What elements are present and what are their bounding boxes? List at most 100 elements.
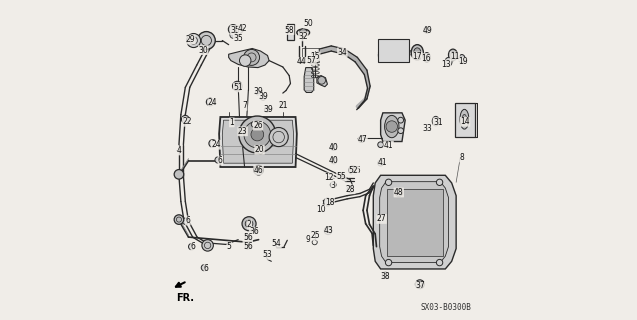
Circle shape [245, 244, 250, 249]
Text: 12: 12 [324, 173, 333, 182]
Circle shape [382, 272, 389, 278]
Circle shape [347, 186, 354, 193]
Circle shape [331, 157, 337, 164]
Circle shape [386, 121, 397, 132]
Circle shape [242, 217, 256, 231]
Ellipse shape [385, 116, 399, 138]
Polygon shape [373, 175, 456, 269]
Ellipse shape [297, 29, 310, 36]
Text: 55: 55 [336, 172, 347, 181]
Circle shape [261, 95, 266, 100]
Text: 37: 37 [415, 281, 425, 290]
Text: 53: 53 [262, 251, 273, 260]
Text: 26: 26 [253, 121, 263, 130]
Circle shape [299, 29, 307, 36]
Text: 22: 22 [182, 117, 192, 126]
Text: 58: 58 [284, 26, 294, 35]
Ellipse shape [414, 48, 421, 57]
Text: 7: 7 [242, 101, 247, 110]
Text: 50: 50 [303, 19, 313, 28]
Circle shape [245, 220, 253, 228]
Circle shape [257, 148, 263, 154]
Circle shape [252, 228, 257, 233]
Text: 17: 17 [412, 52, 422, 61]
Text: 35: 35 [230, 26, 240, 35]
Circle shape [254, 165, 263, 175]
Text: 25: 25 [310, 231, 320, 240]
Ellipse shape [433, 116, 440, 126]
Circle shape [255, 90, 261, 95]
Text: 6: 6 [204, 264, 209, 273]
Text: 28: 28 [346, 185, 355, 194]
Text: 5: 5 [227, 242, 232, 251]
Polygon shape [219, 117, 297, 167]
Polygon shape [222, 120, 294, 163]
Circle shape [415, 280, 424, 289]
Text: 52: 52 [348, 166, 359, 175]
Ellipse shape [462, 115, 467, 124]
Circle shape [202, 240, 213, 251]
Circle shape [331, 144, 337, 150]
Circle shape [197, 32, 215, 50]
Circle shape [243, 50, 259, 65]
Polygon shape [381, 113, 405, 141]
Circle shape [182, 116, 189, 123]
Text: 27: 27 [376, 214, 387, 223]
Circle shape [378, 142, 383, 148]
Ellipse shape [450, 52, 455, 58]
Circle shape [398, 117, 404, 123]
Text: 40: 40 [329, 156, 339, 165]
Text: 47: 47 [357, 135, 368, 144]
Text: 34: 34 [338, 48, 347, 57]
Circle shape [359, 136, 365, 142]
Text: 44: 44 [297, 57, 307, 66]
Text: 48: 48 [394, 188, 404, 197]
Text: 46: 46 [254, 166, 264, 175]
Text: 24: 24 [208, 98, 217, 107]
Polygon shape [304, 68, 313, 92]
Circle shape [251, 122, 257, 127]
Text: 29: 29 [185, 35, 195, 44]
Ellipse shape [412, 45, 424, 60]
Text: 6: 6 [191, 242, 196, 251]
Text: 11: 11 [450, 52, 460, 61]
Text: 42: 42 [238, 24, 248, 33]
Text: 51: 51 [233, 83, 243, 92]
Circle shape [395, 189, 403, 196]
Bar [455, 103, 475, 137]
Circle shape [385, 179, 392, 186]
Text: 54: 54 [271, 239, 282, 248]
Circle shape [324, 198, 331, 206]
Bar [302, 48, 320, 62]
Circle shape [236, 26, 243, 33]
Circle shape [215, 157, 221, 163]
Ellipse shape [460, 109, 469, 129]
Text: 24: 24 [211, 140, 220, 149]
Text: 38: 38 [380, 272, 390, 281]
Text: 39: 39 [263, 105, 273, 114]
Circle shape [244, 121, 271, 148]
Text: 20: 20 [255, 145, 264, 154]
Text: 4: 4 [176, 146, 182, 155]
Text: 10: 10 [316, 205, 326, 214]
Circle shape [201, 265, 208, 271]
Circle shape [318, 76, 326, 84]
Text: 1: 1 [229, 118, 234, 127]
Circle shape [378, 160, 383, 166]
Circle shape [349, 166, 357, 174]
Circle shape [206, 98, 214, 106]
Circle shape [340, 49, 346, 55]
Circle shape [385, 260, 392, 266]
Text: 13: 13 [441, 60, 451, 69]
Text: 56: 56 [243, 233, 253, 242]
Polygon shape [380, 182, 448, 263]
Ellipse shape [448, 49, 457, 60]
Text: 40: 40 [329, 143, 339, 152]
Text: 41: 41 [377, 158, 387, 167]
Text: 49: 49 [422, 26, 433, 35]
Polygon shape [229, 49, 269, 68]
Bar [378, 39, 409, 62]
Circle shape [174, 215, 183, 224]
Text: 45: 45 [352, 166, 362, 175]
Circle shape [240, 55, 251, 66]
